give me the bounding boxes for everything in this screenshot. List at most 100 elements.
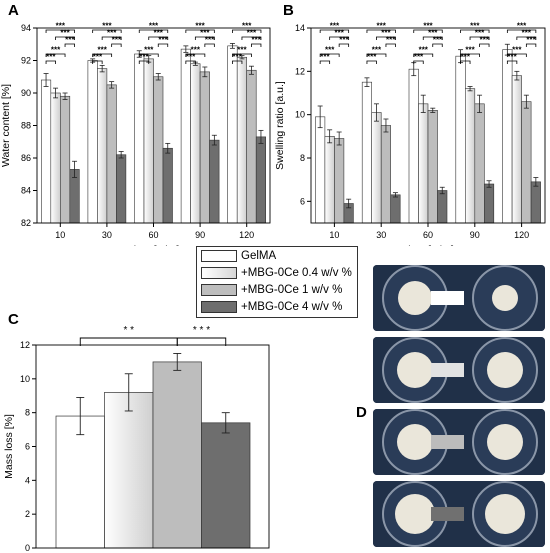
chart-panel-a: A8284868890929410***************30******…: [0, 2, 271, 246]
x-tick-label: 30: [376, 230, 386, 240]
bar: [408, 68, 419, 224]
panel-letter: C: [8, 311, 19, 328]
bar: [40, 79, 52, 224]
bar: [521, 101, 532, 224]
x-tick-label: 90: [470, 230, 480, 240]
significance-bracket: [55, 36, 75, 40]
x-tick-label: 120: [239, 230, 254, 240]
legend-label: GelMA: [241, 249, 277, 262]
significance-bracket: [176, 337, 227, 346]
bar: [530, 181, 541, 224]
significance-bracket: [138, 60, 150, 64]
chart-panel-b: B6810121410***************30************…: [275, 2, 546, 246]
bar: [465, 88, 476, 224]
significance-label: ***: [60, 29, 70, 38]
significance-label: ***: [419, 46, 429, 55]
significance-label: ***: [186, 53, 196, 62]
significance-label: ***: [339, 36, 349, 45]
x-tick-label: 10: [329, 230, 339, 240]
legend-swatch: [201, 283, 237, 296]
significance-label: ***: [107, 29, 117, 38]
significance-bracket: [460, 60, 471, 64]
significance-label: ***: [205, 36, 215, 45]
significance-label: ***: [428, 29, 438, 38]
significance-label: ***: [372, 46, 382, 55]
y-tick-label: 10: [295, 110, 305, 120]
significance-label: ***: [334, 29, 344, 38]
bar: [190, 63, 201, 224]
y-tick-label: 2: [25, 509, 30, 519]
significance-bracket: [319, 53, 340, 57]
significance-label: * *: [123, 325, 134, 336]
legend-label: +MBG-0Ce 0.4 w/v %: [241, 266, 352, 279]
significance-bracket: [251, 43, 262, 47]
significance-bracket: [525, 43, 537, 47]
x-tick-label: 120: [514, 230, 529, 240]
y-axis-label: Water content [%]: [0, 84, 12, 167]
y-tick-label: 6: [300, 196, 305, 206]
significance-bracket: [241, 36, 262, 40]
legend-item: GelMA: [197, 247, 357, 264]
significance-label: ***: [195, 22, 205, 31]
significance-label: ***: [512, 46, 522, 55]
legend: GelMA +MBG-0Ce 0.4 w/v % +MBG-0Ce 1 w/v …: [196, 246, 358, 318]
bar: [87, 60, 98, 224]
bar: [437, 190, 448, 224]
significance-bracket: [45, 29, 75, 33]
significance-bracket: [432, 43, 443, 47]
legend-item: +MBG-0Ce 4 w/v %: [197, 298, 357, 315]
significance-bracket: [319, 29, 350, 33]
bar: [246, 69, 257, 224]
significance-label: ***: [191, 46, 201, 55]
hydrogel-photo: [373, 409, 545, 475]
significance-bracket: [319, 60, 331, 64]
significance-label: ***: [475, 29, 485, 38]
significance-label: ***: [414, 53, 424, 62]
significance-label: ***: [252, 36, 262, 45]
bar: [334, 138, 345, 224]
y-tick-label: 8: [25, 408, 30, 418]
y-tick-label: 8: [300, 153, 305, 163]
significance-label: ***: [507, 53, 517, 62]
significance-label: ***: [367, 53, 377, 62]
x-tick-label: 60: [423, 230, 433, 240]
significance-bracket: [157, 43, 169, 47]
significance-label: ***: [51, 46, 61, 55]
significance-bracket: [469, 36, 490, 40]
x-tick-label: 30: [102, 230, 112, 240]
panel-letter-d: D: [356, 404, 367, 421]
bar: [50, 92, 61, 224]
significance-bracket: [506, 60, 518, 64]
panel-letter: A: [8, 2, 19, 19]
significance-label: ***: [330, 22, 340, 31]
x-tick-label: 60: [148, 230, 158, 240]
bar: [315, 116, 326, 224]
x-tick-label: 90: [195, 230, 205, 240]
bar: [152, 361, 202, 549]
legend-item: +MBG-0Ce 1 w/v %: [197, 281, 357, 298]
y-tick-label: 92: [21, 56, 31, 66]
x-axis-label: Time [min.]: [402, 244, 454, 246]
significance-label: ***: [237, 46, 247, 55]
significance-bracket: [460, 29, 490, 33]
y-tick-label: 94: [21, 23, 31, 33]
chart-panel-c: C 0 2 4 6 8 10 12 * * * * * Mass loss [%]: [3, 311, 270, 553]
significance-label: ***: [517, 22, 527, 31]
significance-label: ***: [154, 29, 164, 38]
significance-bracket: [204, 43, 215, 47]
bar: [324, 136, 335, 224]
significance-bracket: [338, 43, 350, 47]
significance-label: ***: [65, 36, 75, 45]
significance-label: ***: [247, 29, 257, 38]
significance-label: ***: [381, 29, 391, 38]
significance-label: ***: [465, 46, 475, 55]
y-tick-label: 88: [21, 121, 31, 131]
bar: [371, 112, 382, 224]
y-tick-label: 4: [25, 475, 30, 485]
significance-bracket: [194, 36, 215, 40]
bar: [455, 55, 466, 224]
significance-bracket: [148, 36, 169, 40]
significance-label: ***: [522, 29, 532, 38]
x-axis-label: Time [min.]: [128, 244, 180, 246]
significance-bracket: [101, 36, 122, 40]
